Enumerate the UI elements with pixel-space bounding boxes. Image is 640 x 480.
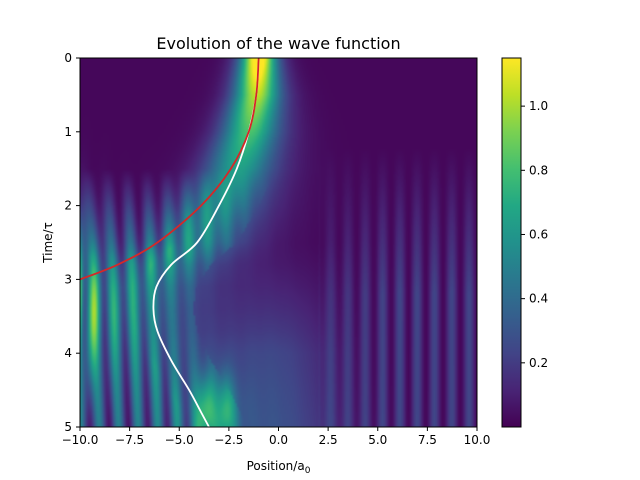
x-tick-label: −7.5: [115, 433, 144, 447]
y-tick-label: 5: [64, 420, 72, 434]
y-tick-label: 2: [64, 199, 72, 213]
x-tick-label: 5.0: [368, 433, 387, 447]
y-tick-label: 0: [64, 51, 72, 65]
heatmap-image: [80, 58, 477, 427]
x-axis-label-subscript: 0: [305, 466, 311, 476]
x-tick-label: 0.0: [269, 433, 288, 447]
colorbar-ticks: 0.2 0.4 0.6 0.8 1.0: [521, 99, 548, 370]
x-tick-label: 10.0: [464, 433, 491, 447]
y-tick-label: 3: [64, 272, 72, 286]
x-tick-label: −5.0: [165, 433, 194, 447]
chart-title: Evolution of the wave function: [156, 34, 400, 53]
colorbar-tick-label: 0.4: [529, 292, 548, 306]
colorbar-tick-label: 0.6: [529, 227, 548, 241]
colorbar: 0.2 0.4 0.6 0.8 1.0: [501, 57, 548, 428]
colorbar-gradient: [502, 58, 521, 427]
x-tick-label: −10.0: [62, 433, 99, 447]
y-tick-label: 4: [64, 346, 72, 360]
x-tick-label: −2.5: [214, 433, 243, 447]
y-axis-ticks: 0 1 2 3 4 5: [64, 51, 80, 434]
colorbar-tick-label: 1.0: [529, 99, 548, 113]
x-axis-ticks: −10.0 −7.5 −5.0 −2.5 0.0 2.5 5.0 7.5 10.0: [62, 427, 491, 447]
x-tick-label: 2.5: [319, 433, 338, 447]
colorbar-tick-label: 0.8: [529, 163, 548, 177]
x-tick-label: 7.5: [418, 433, 437, 447]
x-axis-label: Position/a0: [247, 459, 311, 476]
colorbar-frame: [501, 57, 522, 428]
x-axis-label-main: Position/a: [247, 459, 305, 473]
y-axis-label: Time/τ: [41, 222, 55, 264]
heatmap-plot-area: [79, 57, 478, 428]
y-tick-label: 1: [64, 125, 72, 139]
colorbar-tick-label: 0.2: [529, 356, 548, 370]
overlay-lines: [80, 58, 260, 427]
red-trajectory-line: [80, 58, 260, 281]
